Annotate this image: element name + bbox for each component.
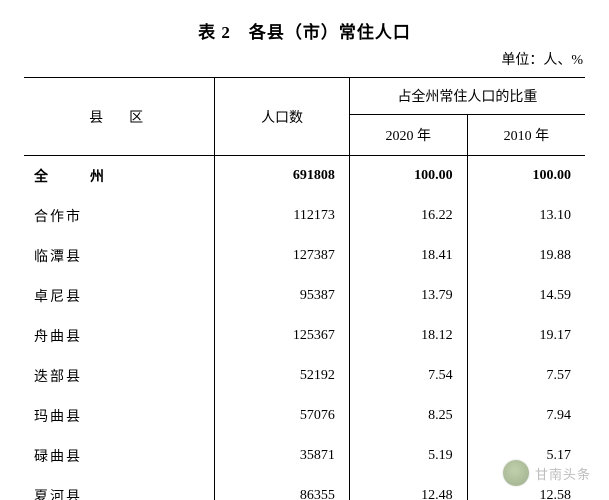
table-row: 玛曲县 57076 8.25 7.94 xyxy=(24,396,585,436)
table-body: 全 州 691808 100.00 100.00 合作市 112173 16.2… xyxy=(24,156,585,500)
cell-population: 95387 xyxy=(215,276,350,316)
cell-population: 86355 xyxy=(215,476,350,500)
cell-2010: 19.88 xyxy=(467,236,585,276)
col-header-county: 县 区 xyxy=(24,78,215,156)
watermark-icon xyxy=(503,460,529,486)
cell-population: 57076 xyxy=(215,396,350,436)
table-row: 合作市 112173 16.22 13.10 xyxy=(24,196,585,236)
table-row: 迭部县 52192 7.54 7.57 xyxy=(24,356,585,396)
cell-name: 碌曲县 xyxy=(24,436,215,476)
cell-2010: 19.17 xyxy=(467,316,585,356)
cell-2020: 7.54 xyxy=(349,356,467,396)
cell-2010: 13.10 xyxy=(467,196,585,236)
table-row: 临潭县 127387 18.41 19.88 xyxy=(24,236,585,276)
table-row: 夏河县 86355 12.48 12.58 xyxy=(24,476,585,500)
table-row: 舟曲县 125367 18.12 19.17 xyxy=(24,316,585,356)
cell-population: 112173 xyxy=(215,196,350,236)
cell-2010: 7.94 xyxy=(467,396,585,436)
cell-2020: 8.25 xyxy=(349,396,467,436)
cell-name: 玛曲县 xyxy=(24,396,215,436)
col-header-2010: 2010 年 xyxy=(467,115,585,156)
cell-population: 35871 xyxy=(215,436,350,476)
table-title: 表 2 各县（市）常住人口 xyxy=(24,18,585,43)
cell-2010: 14.59 xyxy=(467,276,585,316)
cell-name: 临潭县 xyxy=(24,236,215,276)
population-table: 县 区 人口数 占全州常住人口的比重 2020 年 2010 年 全 州 691… xyxy=(24,77,585,500)
table-header: 县 区 人口数 占全州常住人口的比重 2020 年 2010 年 xyxy=(24,78,585,156)
watermark-text: 甘南头条 xyxy=(535,464,591,483)
cell-2010: 100.00 xyxy=(467,156,585,197)
cell-name: 迭部县 xyxy=(24,356,215,396)
table-row: 全 州 691808 100.00 100.00 xyxy=(24,156,585,197)
cell-population: 127387 xyxy=(215,236,350,276)
cell-name: 合作市 xyxy=(24,196,215,236)
cell-name: 全 州 xyxy=(24,156,215,197)
cell-2020: 16.22 xyxy=(349,196,467,236)
cell-name: 卓尼县 xyxy=(24,276,215,316)
cell-name: 舟曲县 xyxy=(24,316,215,356)
cell-population: 125367 xyxy=(215,316,350,356)
cell-population: 52192 xyxy=(215,356,350,396)
cell-2020: 18.41 xyxy=(349,236,467,276)
col-header-2020: 2020 年 xyxy=(349,115,467,156)
cell-2010: 7.57 xyxy=(467,356,585,396)
cell-population: 691808 xyxy=(215,156,350,197)
col-header-share: 占全州常住人口的比重 xyxy=(349,78,585,115)
col-header-population: 人口数 xyxy=(215,78,350,156)
cell-2020: 5.19 xyxy=(349,436,467,476)
table-row: 卓尼县 95387 13.79 14.59 xyxy=(24,276,585,316)
cell-2020: 18.12 xyxy=(349,316,467,356)
cell-2020: 13.79 xyxy=(349,276,467,316)
table-row: 碌曲县 35871 5.19 5.17 xyxy=(24,436,585,476)
cell-name: 夏河县 xyxy=(24,476,215,500)
cell-2020: 12.48 xyxy=(349,476,467,500)
unit-label: 单位：人、% xyxy=(24,49,585,69)
cell-2020: 100.00 xyxy=(349,156,467,197)
page-container: 表 2 各县（市）常住人口 单位：人、% 县 区 人口数 占全州常住人口的比重 … xyxy=(0,0,609,500)
watermark: 甘南头条 xyxy=(503,460,591,486)
